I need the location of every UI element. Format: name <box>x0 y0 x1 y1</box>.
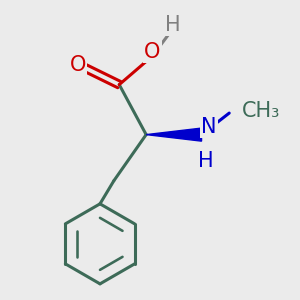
Text: N: N <box>202 117 217 137</box>
Text: O: O <box>144 41 160 62</box>
Text: CH₃: CH₃ <box>242 101 280 121</box>
Text: H: H <box>165 15 181 35</box>
Text: O: O <box>70 56 86 75</box>
Polygon shape <box>146 128 202 141</box>
Text: H: H <box>198 151 214 171</box>
